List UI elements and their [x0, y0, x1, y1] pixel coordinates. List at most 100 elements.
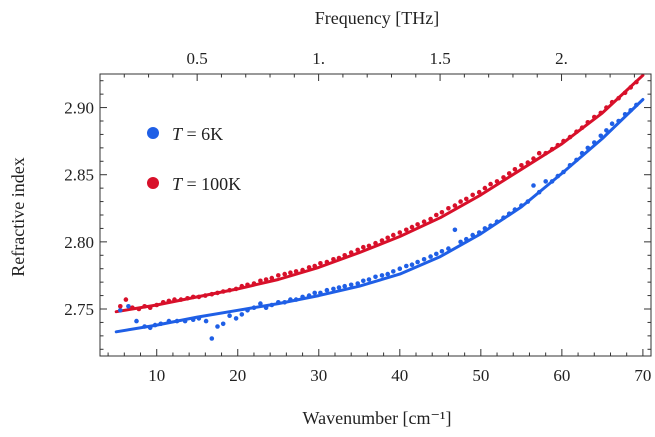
- data-point-0: [543, 179, 548, 184]
- data-point-1: [348, 250, 354, 255]
- data-point-1: [501, 175, 506, 180]
- data-point-1: [293, 269, 299, 274]
- data-point-1: [574, 129, 579, 134]
- x-tick-label: 40: [391, 366, 408, 385]
- data-point-0: [549, 179, 555, 184]
- data-point-0: [190, 317, 196, 323]
- data-point-0: [209, 336, 215, 341]
- data-point-1: [239, 283, 245, 289]
- data-point-1: [464, 196, 469, 202]
- data-point-0: [525, 199, 531, 204]
- data-point-1: [336, 255, 342, 261]
- data-point-1: [525, 160, 531, 165]
- data-point-1: [196, 294, 202, 300]
- data-point-0: [158, 321, 164, 327]
- data-point-1: [391, 232, 396, 238]
- data-point-0: [233, 316, 239, 321]
- x-axis-title: Wavenumber [cm⁻¹]: [303, 408, 452, 428]
- data-point-0: [598, 133, 604, 139]
- x-tick-label: 30: [310, 366, 327, 385]
- data-point-0: [263, 305, 269, 311]
- data-point-0: [203, 318, 209, 324]
- data-point-1: [421, 219, 427, 224]
- data-point-1: [355, 247, 361, 253]
- data-point-0: [604, 128, 609, 133]
- data-point-1: [488, 181, 493, 187]
- legend-label-6k: T = 6K: [172, 124, 223, 144]
- data-point-0: [324, 287, 330, 293]
- data-point-1: [178, 297, 184, 302]
- data-point-0: [342, 283, 348, 289]
- data-point-1: [300, 267, 305, 273]
- data-point-1: [415, 222, 420, 227]
- data-point-1: [130, 305, 135, 311]
- data-point-0: [355, 281, 361, 286]
- data-point-0: [239, 312, 245, 317]
- x-tick-label: 20: [229, 366, 246, 385]
- data-point-0: [312, 290, 318, 296]
- data-point-0: [300, 294, 305, 300]
- data-point-0: [166, 318, 172, 324]
- data-point-1: [531, 156, 536, 161]
- data-point-0: [182, 318, 188, 324]
- data-point-0: [220, 321, 226, 327]
- y-tick-label: 2.80: [64, 233, 94, 252]
- x-tick-label: 10: [148, 366, 165, 385]
- data-point-0: [258, 301, 263, 306]
- data-point-1: [361, 244, 366, 250]
- data-point-1: [136, 306, 142, 312]
- data-point-1: [172, 297, 177, 302]
- data-point-0: [147, 325, 153, 331]
- data-point-1: [470, 192, 476, 198]
- data-point-1: [154, 302, 159, 308]
- legend-marker-100k: [147, 177, 159, 189]
- data-point-1: [258, 278, 263, 284]
- data-point-0: [452, 227, 458, 233]
- x2-tick-label: 2.: [555, 49, 568, 68]
- top-axis-title: Frequency [THz]: [315, 8, 439, 28]
- data-point-1: [251, 281, 257, 286]
- data-point-0: [579, 150, 585, 156]
- data-point-1: [549, 146, 555, 152]
- data-point-0: [512, 207, 518, 212]
- data-point-0: [227, 313, 232, 319]
- data-point-1: [579, 125, 585, 130]
- data-point-0: [379, 273, 385, 278]
- data-point-0: [331, 286, 336, 292]
- data-point-1: [519, 163, 524, 168]
- data-point-1: [555, 142, 561, 148]
- y-tick-label: 2.90: [64, 99, 94, 118]
- data-point-0: [421, 257, 427, 262]
- data-point-1: [166, 298, 172, 304]
- data-point-1: [409, 224, 415, 230]
- data-point-0: [446, 246, 451, 251]
- data-point-1: [269, 275, 275, 281]
- data-point-0: [470, 232, 476, 238]
- data-point-1: [318, 261, 323, 266]
- data-point-0: [622, 112, 628, 117]
- data-point-0: [494, 219, 500, 224]
- data-point-1: [385, 235, 391, 241]
- data-point-0: [348, 282, 354, 288]
- data-point-0: [306, 293, 312, 298]
- data-point-1: [342, 253, 348, 258]
- data-point-1: [118, 304, 123, 309]
- data-point-0: [409, 262, 415, 268]
- data-point-0: [482, 226, 488, 231]
- data-point-0: [251, 305, 257, 311]
- tick-labels: 10 20 30 40 50 60 70 2.75 2.80 2.85 2.90 0.5 1. 1.5 2.: [64, 49, 651, 385]
- data-point-1: [536, 150, 542, 156]
- y-tick-label: 2.85: [64, 166, 94, 185]
- data-point-0: [555, 173, 561, 179]
- data-point-1: [397, 230, 403, 235]
- data-point-1: [190, 294, 196, 300]
- data-point-1: [543, 150, 548, 156]
- data-point-0: [464, 236, 469, 242]
- data-point-0: [501, 215, 506, 220]
- data-points: [118, 79, 639, 341]
- data-point-0: [134, 318, 139, 324]
- data-point-1: [306, 265, 312, 270]
- x-tick-label: 50: [472, 366, 489, 385]
- data-point-0: [215, 324, 220, 329]
- data-point-1: [215, 290, 220, 296]
